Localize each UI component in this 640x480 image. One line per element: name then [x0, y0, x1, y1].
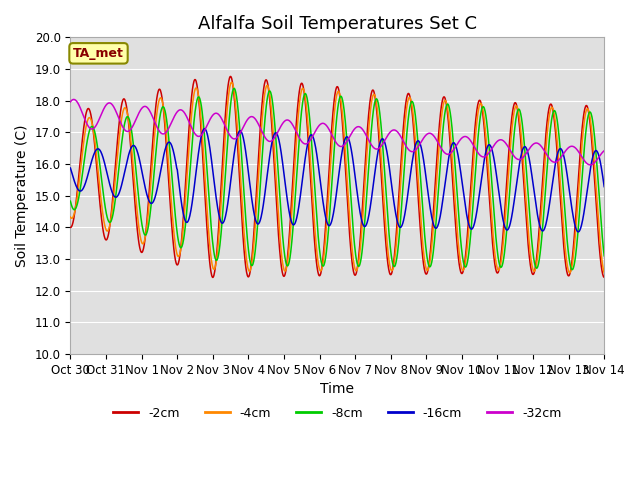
X-axis label: Time: Time: [320, 383, 355, 396]
Text: TA_met: TA_met: [73, 47, 124, 60]
Title: Alfalfa Soil Temperatures Set C: Alfalfa Soil Temperatures Set C: [198, 15, 477, 33]
Y-axis label: Soil Temperature (C): Soil Temperature (C): [15, 124, 29, 267]
Legend: -2cm, -4cm, -8cm, -16cm, -32cm: -2cm, -4cm, -8cm, -16cm, -32cm: [108, 402, 566, 424]
